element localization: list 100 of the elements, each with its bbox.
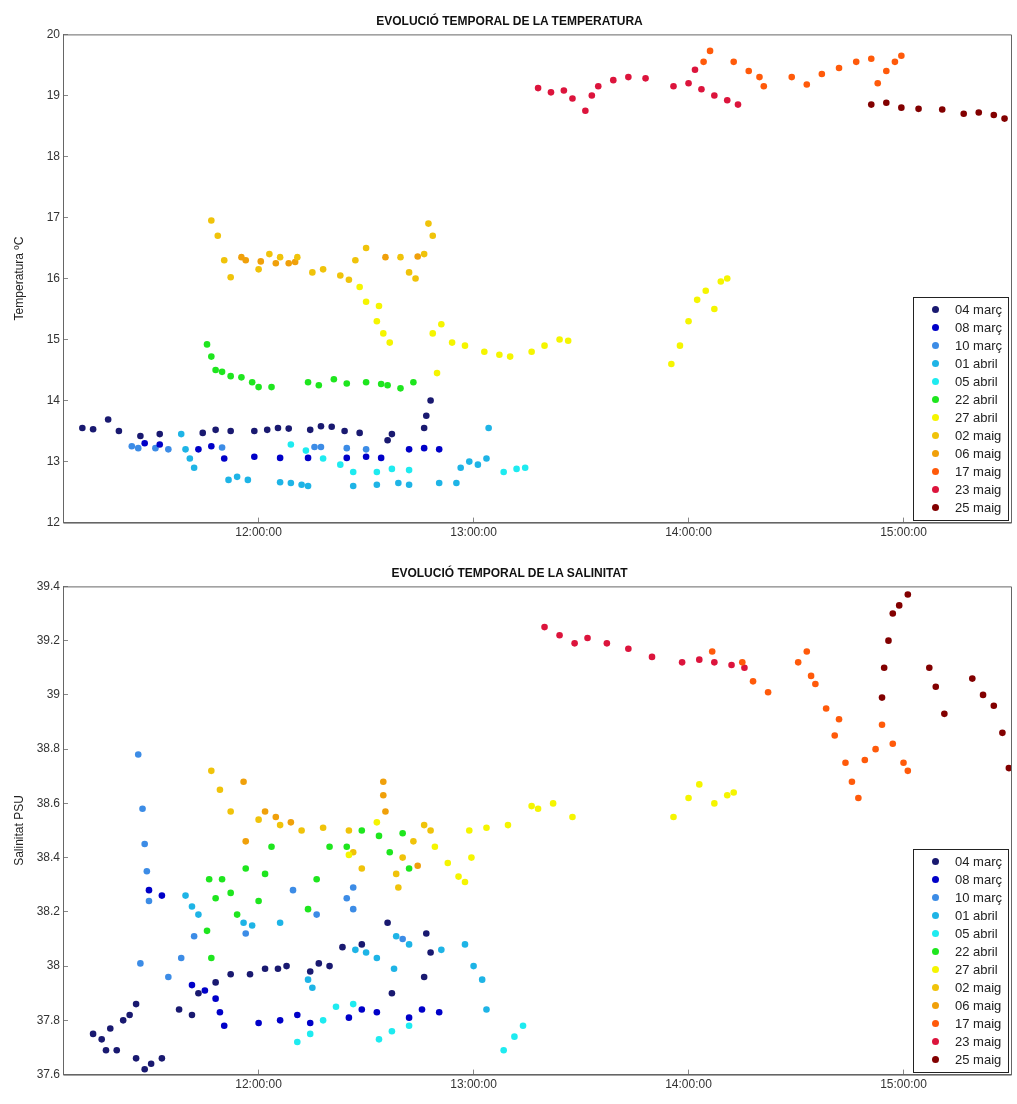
point bbox=[218, 444, 226, 451]
point bbox=[285, 259, 293, 267]
point bbox=[373, 317, 381, 325]
point bbox=[276, 253, 284, 261]
point bbox=[165, 446, 172, 453]
point bbox=[756, 73, 763, 81]
point bbox=[386, 848, 394, 856]
point bbox=[1005, 764, 1011, 772]
legend-label: 05 abril bbox=[955, 374, 998, 390]
y-tick-label: 20 bbox=[46, 26, 61, 41]
point bbox=[147, 1060, 155, 1068]
point bbox=[98, 1036, 105, 1043]
point bbox=[79, 424, 86, 432]
point bbox=[711, 800, 718, 807]
point bbox=[356, 283, 363, 291]
point bbox=[496, 351, 503, 359]
point bbox=[352, 256, 359, 264]
point bbox=[698, 86, 705, 93]
point bbox=[438, 320, 445, 328]
point bbox=[137, 960, 144, 967]
point bbox=[465, 827, 473, 834]
point bbox=[156, 430, 164, 438]
legend-label: 25 maig bbox=[955, 1052, 1002, 1068]
point bbox=[141, 1065, 148, 1073]
point bbox=[375, 832, 383, 840]
point bbox=[405, 481, 413, 489]
point bbox=[212, 979, 219, 986]
point bbox=[702, 287, 710, 295]
point bbox=[89, 1030, 97, 1038]
y-tick-label: 15 bbox=[46, 331, 61, 346]
legend-label: 08 març bbox=[955, 872, 1002, 888]
point bbox=[399, 935, 406, 943]
point bbox=[362, 446, 370, 453]
x-tick-label: 12:00:00 bbox=[235, 1077, 283, 1092]
point bbox=[835, 64, 843, 72]
point bbox=[343, 444, 351, 452]
point bbox=[818, 70, 826, 78]
point bbox=[461, 342, 469, 349]
point bbox=[741, 664, 748, 672]
point bbox=[233, 473, 241, 481]
point bbox=[807, 672, 815, 680]
point bbox=[298, 827, 305, 834]
point bbox=[481, 348, 488, 356]
point bbox=[242, 865, 250, 872]
point bbox=[190, 464, 198, 471]
point bbox=[511, 1033, 518, 1040]
point bbox=[214, 232, 222, 240]
point bbox=[165, 973, 172, 981]
point bbox=[431, 843, 439, 851]
point bbox=[216, 1008, 224, 1016]
point bbox=[764, 688, 772, 696]
point bbox=[803, 648, 811, 655]
point bbox=[388, 1027, 396, 1035]
point bbox=[668, 360, 675, 368]
point bbox=[427, 949, 434, 956]
point bbox=[455, 873, 462, 880]
point bbox=[685, 317, 692, 325]
point bbox=[177, 430, 185, 438]
point bbox=[263, 426, 271, 434]
x-tick-label: 14:00:00 bbox=[665, 1077, 713, 1092]
point bbox=[880, 664, 888, 672]
point bbox=[313, 876, 320, 883]
point bbox=[145, 886, 153, 894]
point bbox=[932, 683, 940, 691]
point bbox=[711, 92, 718, 99]
point bbox=[373, 481, 381, 489]
point bbox=[504, 821, 512, 829]
point bbox=[377, 380, 385, 388]
point bbox=[220, 256, 228, 264]
point bbox=[386, 339, 394, 346]
point bbox=[227, 273, 234, 281]
point bbox=[188, 1011, 196, 1019]
chart-title: EVOLUCIÓ TEMPORAL DE LA TEMPERATURA bbox=[376, 12, 644, 28]
point bbox=[212, 995, 219, 1002]
y-tick-label: 39.2 bbox=[36, 632, 61, 647]
y-tick-label: 12 bbox=[46, 514, 61, 529]
point bbox=[304, 378, 312, 386]
point bbox=[220, 455, 228, 462]
point bbox=[448, 339, 456, 346]
point bbox=[358, 1006, 366, 1013]
point bbox=[208, 443, 215, 450]
point bbox=[405, 1014, 413, 1021]
point bbox=[268, 843, 275, 851]
legend-label: 10 març bbox=[955, 890, 1002, 906]
point bbox=[294, 1011, 301, 1019]
point bbox=[594, 82, 602, 90]
point bbox=[203, 927, 211, 935]
point bbox=[891, 58, 899, 66]
point bbox=[276, 821, 284, 829]
y-tick-label: 38.4 bbox=[36, 849, 61, 864]
point bbox=[156, 441, 164, 448]
point bbox=[358, 827, 366, 834]
point bbox=[803, 81, 811, 88]
point bbox=[261, 808, 269, 815]
point bbox=[457, 464, 464, 471]
point bbox=[723, 275, 731, 282]
point bbox=[691, 66, 699, 74]
point bbox=[425, 220, 432, 227]
point bbox=[483, 455, 490, 462]
point bbox=[244, 476, 252, 484]
